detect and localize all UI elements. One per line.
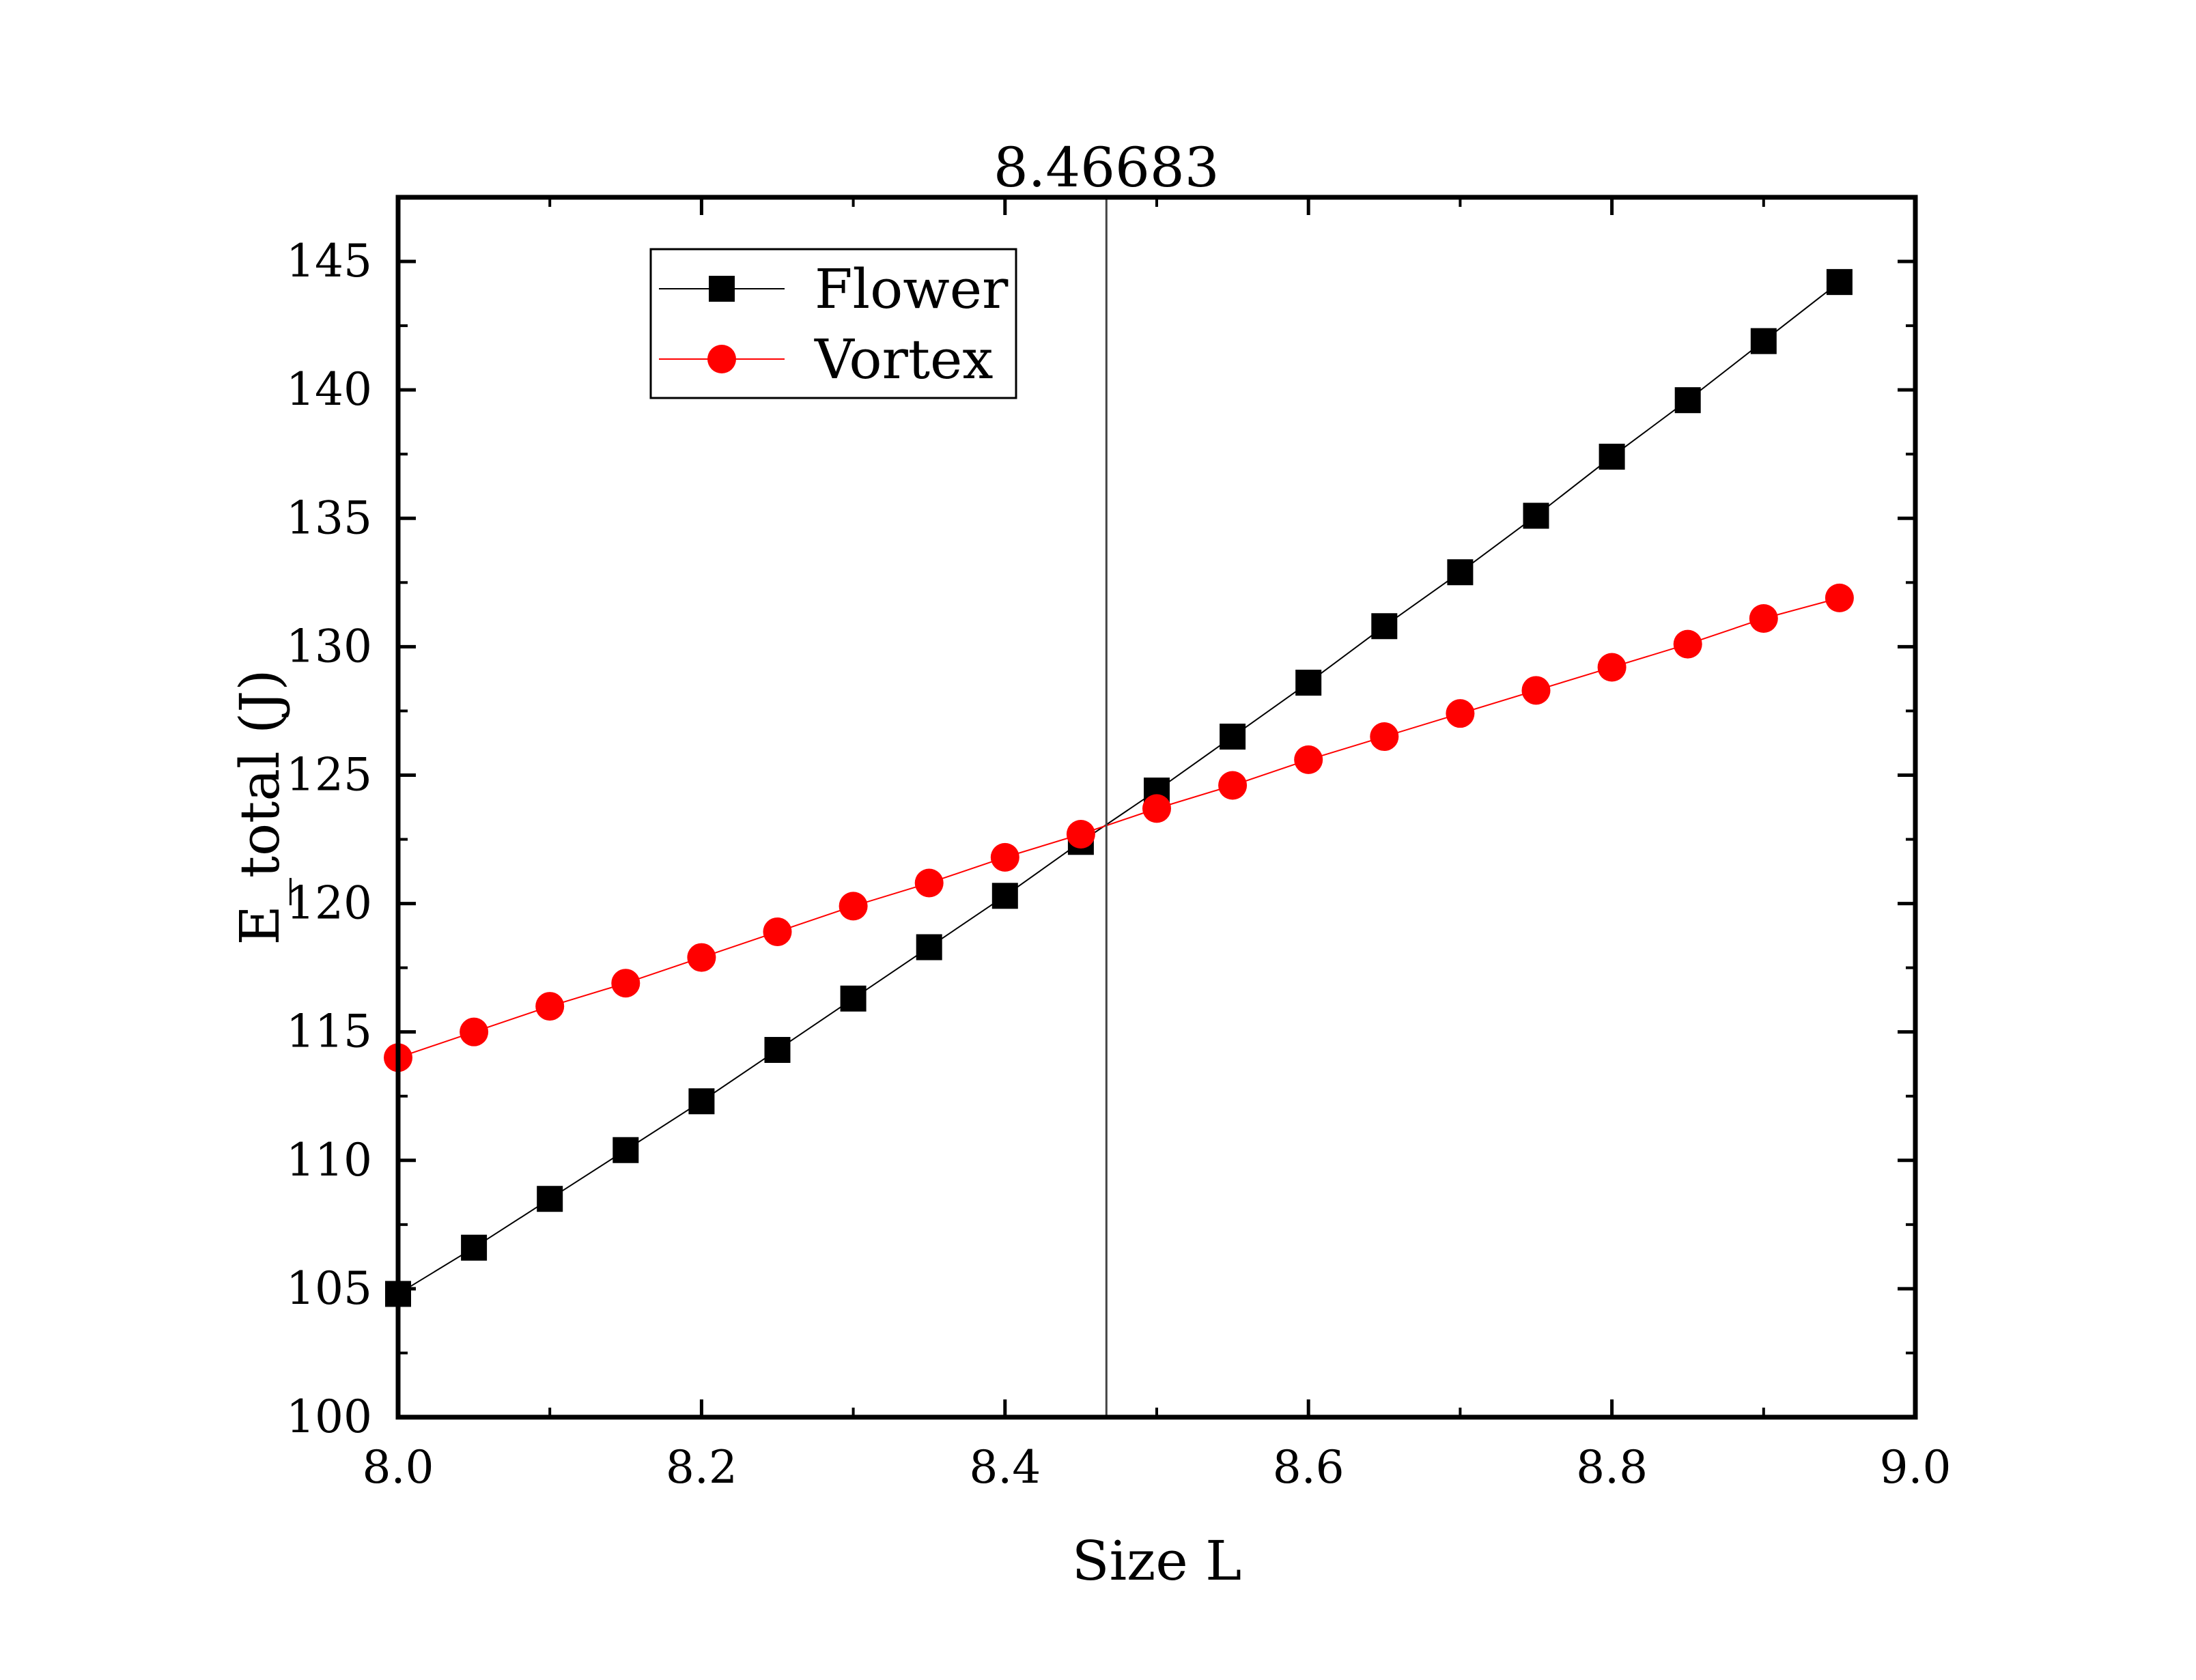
data-point-flower bbox=[1826, 269, 1853, 296]
x-tick-label: 9.0 bbox=[1880, 1441, 1952, 1494]
legend-label-vortex: Vortex bbox=[814, 328, 993, 391]
data-point-vortex bbox=[1673, 629, 1702, 659]
data-point-flower bbox=[840, 985, 867, 1012]
data-point-flower bbox=[1447, 559, 1474, 586]
data-point-vortex bbox=[990, 842, 1019, 872]
data-point-flower bbox=[1674, 387, 1701, 414]
y-tick-label: 130 bbox=[286, 620, 372, 672]
y-tick-label: 135 bbox=[286, 492, 372, 544]
data-point-vortex bbox=[1294, 745, 1323, 774]
y-tick-label: 100 bbox=[286, 1391, 372, 1443]
series-layer bbox=[384, 269, 1854, 1307]
data-point-flower bbox=[991, 883, 1018, 909]
data-point-flower bbox=[1220, 724, 1246, 750]
data-point-flower bbox=[537, 1186, 563, 1212]
legend: Flower Vortex bbox=[649, 248, 1017, 399]
x-tick-label: 8.6 bbox=[1273, 1441, 1345, 1494]
x-tick-label: 8.8 bbox=[1576, 1441, 1648, 1494]
x-axis-title: Size L bbox=[1072, 1529, 1241, 1593]
data-point-vortex bbox=[535, 992, 565, 1021]
data-point-flower bbox=[764, 1037, 791, 1064]
data-point-vortex bbox=[460, 1017, 489, 1047]
legend-label-flower: Flower bbox=[815, 257, 1009, 321]
data-point-vortex bbox=[1749, 603, 1778, 633]
data-point-vortex bbox=[1370, 722, 1399, 752]
x-tick-label: 8.2 bbox=[666, 1441, 737, 1494]
data-point-vortex bbox=[611, 969, 640, 998]
y-tick-label: 140 bbox=[286, 363, 372, 416]
data-point-flower bbox=[1750, 328, 1777, 354]
data-point-vortex bbox=[763, 917, 792, 946]
data-point-vortex bbox=[1825, 583, 1854, 612]
y-tick-label: 120 bbox=[286, 877, 372, 930]
data-point-vortex bbox=[1446, 699, 1475, 728]
data-point-flower bbox=[916, 934, 942, 960]
x-tick-label: 8.4 bbox=[969, 1441, 1041, 1494]
legend-marker-flower bbox=[709, 276, 735, 302]
data-point-flower bbox=[1295, 670, 1322, 696]
data-point-flower bbox=[613, 1137, 639, 1163]
y-axis-title: E_total (J) bbox=[228, 669, 292, 945]
data-point-vortex bbox=[687, 943, 716, 972]
data-point-flower bbox=[1523, 502, 1549, 529]
data-point-flower bbox=[1599, 443, 1625, 470]
data-point-vortex bbox=[839, 892, 868, 921]
axes: 8.0 8.2 8.4 8.6 8.8 9.0 100 105 110 115 120 125 130 1… bbox=[286, 195, 1952, 1494]
data-point-flower bbox=[461, 1234, 488, 1261]
data-point-vortex bbox=[1597, 653, 1627, 682]
data-point-flower bbox=[1371, 613, 1398, 640]
data-point-vortex bbox=[1218, 771, 1248, 800]
crossover-label: 8.46683 bbox=[994, 136, 1220, 199]
data-point-vortex bbox=[1066, 820, 1095, 849]
data-point-vortex bbox=[914, 868, 944, 898]
y-tick-label: 115 bbox=[286, 1006, 372, 1058]
y-tick-label: 105 bbox=[286, 1262, 372, 1315]
y-tick-label: 110 bbox=[286, 1134, 372, 1186]
y-tick-label: 145 bbox=[286, 235, 372, 287]
legend-marker-vortex bbox=[707, 345, 736, 373]
x-tick-label: 8.0 bbox=[363, 1441, 434, 1494]
legend-box bbox=[649, 248, 1017, 399]
data-point-vortex bbox=[1142, 794, 1171, 823]
data-point-vortex bbox=[1521, 676, 1551, 705]
data-point-flower bbox=[688, 1088, 715, 1115]
y-tick-label: 125 bbox=[286, 748, 372, 801]
